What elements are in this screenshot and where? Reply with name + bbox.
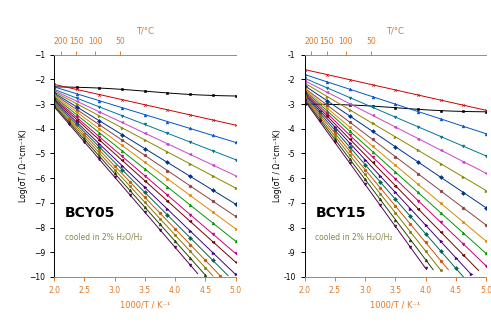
Y-axis label: Log(σT / Ω⁻¹cm⁻¹K): Log(σT / Ω⁻¹cm⁻¹K) xyxy=(273,129,282,202)
Text: BCY05: BCY05 xyxy=(65,206,115,220)
X-axis label: 1000/T / K⁻¹: 1000/T / K⁻¹ xyxy=(120,300,170,309)
X-axis label: T/°C: T/°C xyxy=(386,27,404,36)
X-axis label: T/°C: T/°C xyxy=(136,27,154,36)
Text: BCY15: BCY15 xyxy=(315,206,366,220)
Y-axis label: Log(σT / Ω⁻¹cm⁻¹K): Log(σT / Ω⁻¹cm⁻¹K) xyxy=(19,129,27,202)
Text: cooled in 2% H₂O/H₂: cooled in 2% H₂O/H₂ xyxy=(315,232,393,241)
Text: cooled in 2% H₂O/H₂: cooled in 2% H₂O/H₂ xyxy=(65,232,142,241)
X-axis label: 1000/T / K⁻¹: 1000/T / K⁻¹ xyxy=(370,300,420,309)
